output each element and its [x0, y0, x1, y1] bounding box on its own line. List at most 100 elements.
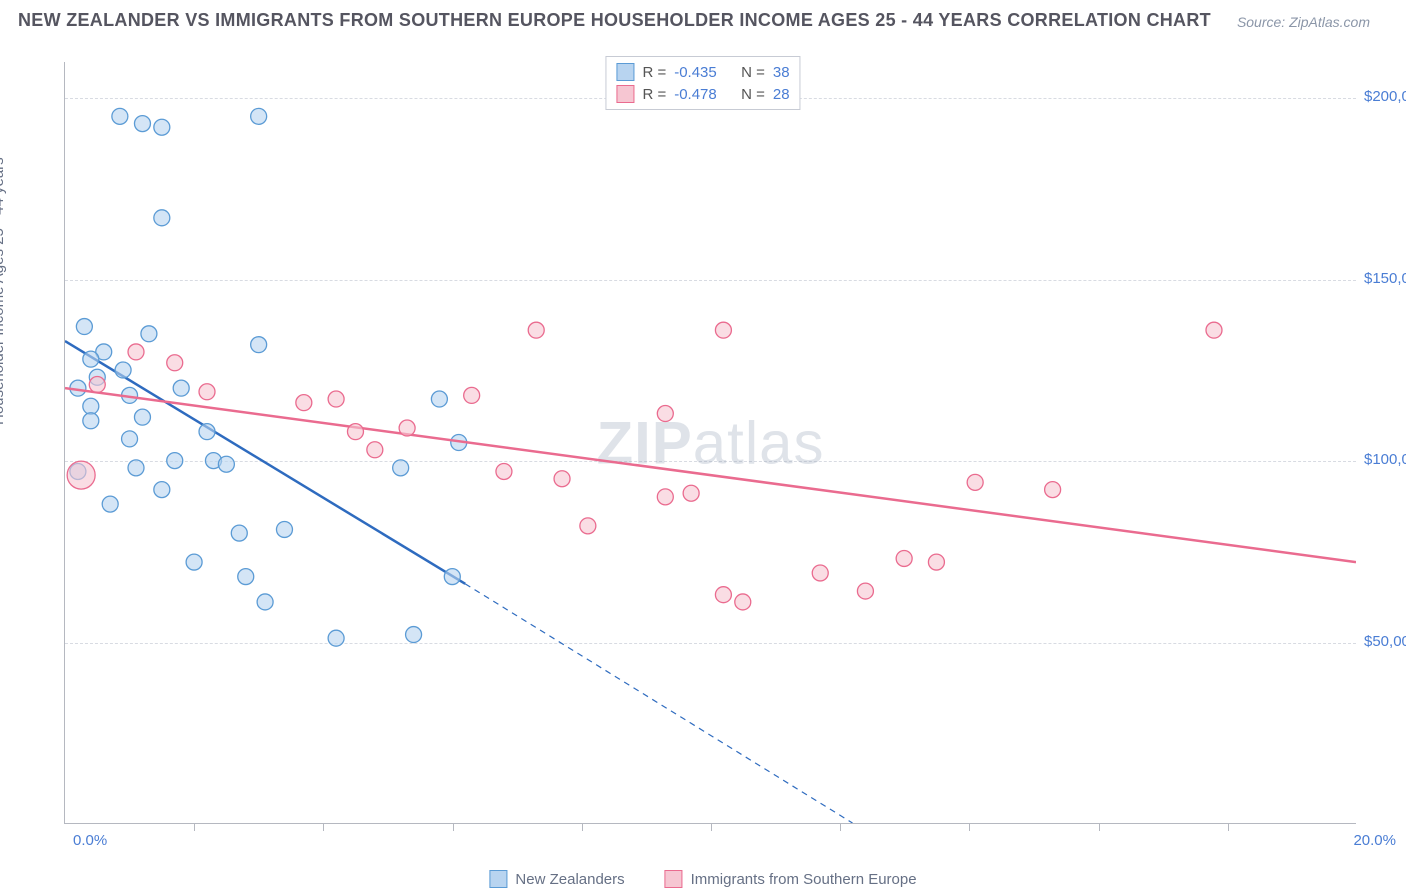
correlation-legend: R = -0.435 N = 38 R = -0.478 N = 28 [605, 56, 800, 110]
r-label: R = [642, 86, 666, 103]
legend-row-series-0: R = -0.435 N = 38 [616, 61, 789, 83]
r-value-0: -0.435 [674, 64, 717, 81]
n-value-1: 28 [773, 86, 790, 103]
data-point [89, 377, 105, 393]
data-point [296, 395, 312, 411]
data-point [554, 471, 570, 487]
data-point [367, 442, 383, 458]
x-tick [969, 823, 970, 831]
swatch-bottom-1 [665, 870, 683, 888]
data-point [167, 453, 183, 469]
data-point [83, 413, 99, 429]
plot-area: ZIPatlas 0.0% 20.0% $50,000$100,000$150,… [64, 62, 1356, 824]
data-point [76, 319, 92, 335]
data-point [347, 424, 363, 440]
data-point [218, 456, 234, 472]
trend-line-dashed [465, 584, 852, 823]
n-label: N = [741, 86, 765, 103]
data-point [134, 116, 150, 132]
y-axis-label: Householder Income Ages 25 - 44 years [0, 157, 7, 425]
x-axis-max-label: 20.0% [1353, 832, 1396, 849]
data-point [83, 398, 99, 414]
data-point [134, 409, 150, 425]
data-point [812, 565, 828, 581]
data-point [199, 424, 215, 440]
data-point [444, 569, 460, 585]
data-point [328, 391, 344, 407]
legend-item-1: Immigrants from Southern Europe [665, 870, 917, 888]
data-point [102, 496, 118, 512]
data-point [238, 569, 254, 585]
r-label: R = [642, 64, 666, 81]
data-point [154, 482, 170, 498]
x-tick [323, 823, 324, 831]
n-value-0: 38 [773, 64, 790, 81]
x-tick [840, 823, 841, 831]
swatch-series-1 [616, 85, 634, 103]
data-point [496, 464, 512, 480]
data-point [657, 406, 673, 422]
data-point [122, 431, 138, 447]
data-point [328, 630, 344, 646]
data-point [580, 518, 596, 534]
y-tick-label: $200,000 [1364, 88, 1406, 105]
data-point [154, 119, 170, 135]
data-point [406, 627, 422, 643]
x-tick [1228, 823, 1229, 831]
data-point [257, 594, 273, 610]
source-label: Source: ZipAtlas.com [1237, 14, 1370, 30]
data-point [464, 387, 480, 403]
data-point [528, 322, 544, 338]
y-tick-label: $100,000 [1364, 451, 1406, 468]
y-tick-label: $50,000 [1364, 633, 1406, 650]
data-point [1045, 482, 1061, 498]
data-point [112, 108, 128, 124]
data-point [735, 594, 751, 610]
x-tick [453, 823, 454, 831]
x-tick [194, 823, 195, 831]
chart-title: NEW ZEALANDER VS IMMIGRANTS FROM SOUTHER… [18, 10, 1211, 31]
data-point [128, 460, 144, 476]
data-point [67, 461, 95, 489]
data-point [186, 554, 202, 570]
data-point [928, 554, 944, 570]
data-point [431, 391, 447, 407]
data-point [83, 351, 99, 367]
legend-item-0: New Zealanders [489, 870, 624, 888]
data-point [251, 108, 267, 124]
data-point [128, 344, 144, 360]
data-point [399, 420, 415, 436]
swatch-series-0 [616, 63, 634, 81]
data-point [857, 583, 873, 599]
legend-label-1: Immigrants from Southern Europe [691, 871, 917, 888]
data-point [967, 474, 983, 490]
legend-row-series-1: R = -0.478 N = 28 [616, 83, 789, 105]
series-legend: New Zealanders Immigrants from Southern … [489, 870, 916, 888]
data-point [1206, 322, 1222, 338]
scatter-svg [65, 62, 1356, 823]
data-point [393, 460, 409, 476]
data-point [173, 380, 189, 396]
data-point [141, 326, 157, 342]
legend-label-0: New Zealanders [515, 871, 624, 888]
x-tick [582, 823, 583, 831]
n-label: N = [741, 64, 765, 81]
data-point [715, 322, 731, 338]
data-point [715, 587, 731, 603]
x-tick [1099, 823, 1100, 831]
data-point [167, 355, 183, 371]
x-tick [711, 823, 712, 831]
data-point [115, 362, 131, 378]
data-point [199, 384, 215, 400]
swatch-bottom-0 [489, 870, 507, 888]
r-value-1: -0.478 [674, 86, 717, 103]
data-point [276, 521, 292, 537]
data-point [231, 525, 247, 541]
data-point [251, 337, 267, 353]
trend-line [65, 388, 1356, 562]
data-point [154, 210, 170, 226]
data-point [683, 485, 699, 501]
y-tick-label: $150,000 [1364, 270, 1406, 287]
x-axis-min-label: 0.0% [73, 832, 107, 849]
data-point [657, 489, 673, 505]
